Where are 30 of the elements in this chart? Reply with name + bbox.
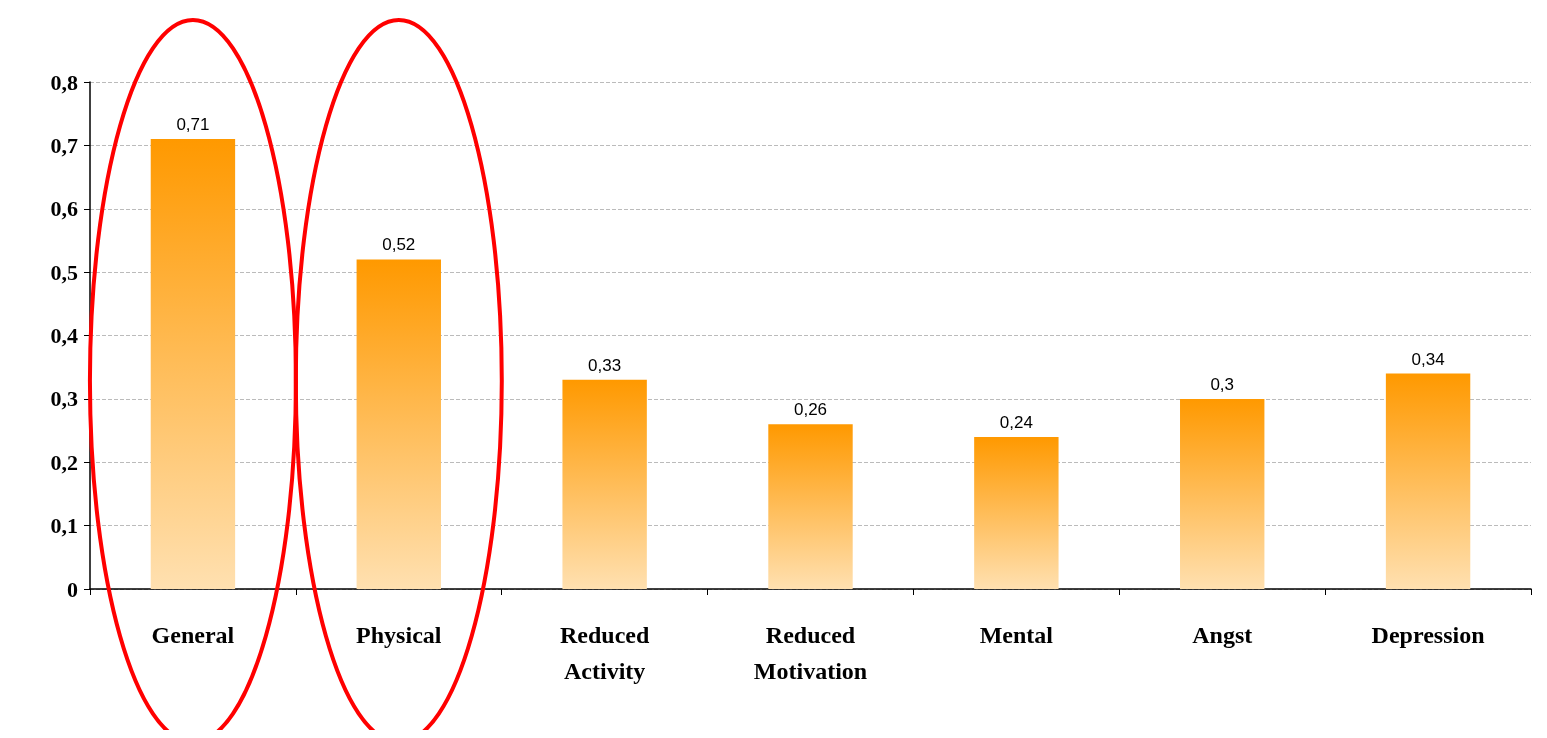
y-tick-label: 0,4 xyxy=(50,323,78,348)
x-tick-label: Physical xyxy=(356,622,442,648)
data-label: 0,52 xyxy=(382,235,416,255)
x-tick-label: Reduced Activity xyxy=(559,622,650,684)
bar xyxy=(1180,398,1265,589)
y-tick-label: 0,5 xyxy=(50,259,78,285)
y-tick-label: 0,1 xyxy=(50,513,78,539)
data-label: 0,3 xyxy=(1210,374,1235,394)
y-tick-label: 0,7 xyxy=(50,132,78,158)
bar xyxy=(150,139,236,589)
y-tick-label: 0,3 xyxy=(50,386,78,412)
data-label: 0,24 xyxy=(999,412,1033,432)
data-label: 0,33 xyxy=(588,355,622,375)
y-tick-label: 0,2 xyxy=(50,449,78,475)
x-tick-label: Depression xyxy=(1371,622,1485,648)
bar xyxy=(1385,373,1471,589)
data-label: 0,71 xyxy=(176,115,210,135)
bar xyxy=(562,379,647,589)
bar xyxy=(768,424,853,589)
y-tick-label: 0,6 xyxy=(50,196,78,222)
x-tick-label: General xyxy=(151,622,235,648)
bar xyxy=(356,259,441,589)
y-tick-label: 0,8 xyxy=(50,69,78,95)
y-tick-label: 0 xyxy=(67,576,78,602)
x-tick-label: Angst xyxy=(1192,622,1253,648)
data-label: 0,26 xyxy=(793,400,828,420)
x-tick-label: Mental xyxy=(979,622,1054,648)
x-tick-label: Reduced Motivation xyxy=(753,622,868,684)
data-label: 0,34 xyxy=(1411,349,1445,369)
bar xyxy=(974,436,1059,589)
